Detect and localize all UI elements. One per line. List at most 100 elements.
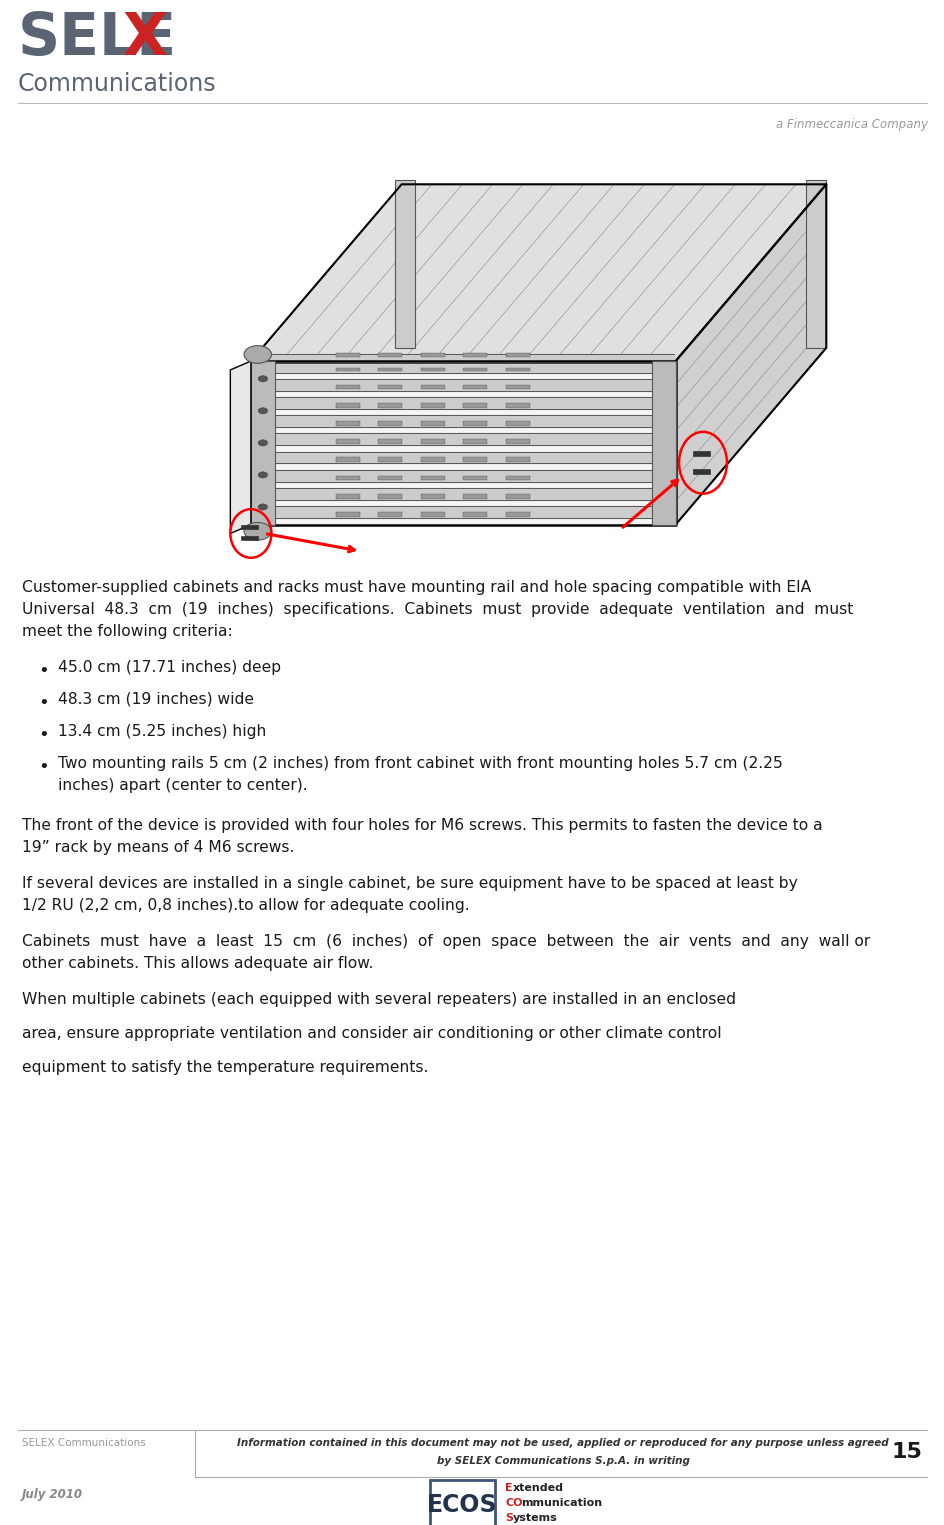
Text: •: • [38,758,49,776]
Text: When multiple cabinets (each equipped with several repeaters) are installed in a: When multiple cabinets (each equipped wi… [22,991,735,1006]
Text: area, ensure appropriate ventilation and consider air conditioning or other clim: area, ensure appropriate ventilation and… [22,1026,721,1042]
Bar [463,421,487,425]
Bar [241,525,258,529]
Bar [420,384,445,389]
Bar [335,384,360,389]
Bar [420,421,445,425]
Bar [420,476,445,480]
Bar [378,421,402,425]
Polygon shape [253,506,673,518]
Bar [463,403,487,407]
Bar [378,512,402,517]
Text: Universal  48.3  cm  (19  inches)  specifications.  Cabinets  must  provide  ade: Universal 48.3 cm (19 inches) specificat… [22,602,852,618]
Bar [378,354,402,357]
Bar [430,1479,495,1525]
Text: by SELEX Communications S.p.A. in writing: by SELEX Communications S.p.A. in writin… [436,1456,689,1466]
Bar [241,535,258,540]
Text: ystems: ystems [513,1513,557,1523]
Text: meet the following criteria:: meet the following criteria: [22,624,232,639]
Text: ECOS: ECOS [427,1493,497,1517]
Bar [251,361,275,525]
Bar [335,476,360,480]
Text: 13.4 cm (5.25 inches) high: 13.4 cm (5.25 inches) high [58,724,266,740]
Circle shape [258,439,267,445]
Text: Customer-supplied cabinets and racks must have mounting rail and hole spacing co: Customer-supplied cabinets and racks mus… [22,580,810,595]
Bar [805,180,825,348]
Text: •: • [38,694,49,712]
Text: Information contained in this document may not be used, applied or reproduced fo: Information contained in this document m… [237,1438,888,1449]
Bar [420,439,445,444]
Bar [335,421,360,425]
Bar [335,354,360,357]
Circle shape [244,523,271,540]
Text: 1/2 RU (2,2 cm, 0,8 inches).to allow for adequate cooling.: 1/2 RU (2,2 cm, 0,8 inches).to allow for… [22,898,469,913]
Text: E: E [504,1482,512,1493]
Bar [378,403,402,407]
Bar [505,368,530,371]
Bar [505,421,530,425]
Bar [335,512,360,517]
Text: •: • [38,726,49,744]
Bar [420,403,445,407]
Bar [335,439,360,444]
Bar [335,494,360,499]
Text: CO: CO [504,1498,522,1508]
Circle shape [244,346,271,363]
Bar [651,361,675,525]
Text: •: • [38,662,49,680]
Text: July 2010: July 2010 [22,1488,83,1501]
Polygon shape [253,433,673,445]
Bar [692,451,709,456]
Bar [505,403,530,407]
Bar [378,439,402,444]
Polygon shape [253,378,673,390]
Bar [505,512,530,517]
Text: Communications: Communications [18,72,216,96]
Bar [378,368,402,371]
Circle shape [258,407,267,413]
Bar [420,354,445,357]
Text: equipment to satisfy the temperature requirements.: equipment to satisfy the temperature req… [22,1060,428,1075]
Bar [420,368,445,371]
Bar [335,403,360,407]
Polygon shape [253,470,673,482]
Text: If several devices are installed in a single cabinet, be sure equipment have to : If several devices are installed in a si… [22,875,797,891]
Polygon shape [253,488,673,500]
Bar [395,180,414,348]
Bar [505,354,530,357]
Bar [505,439,530,444]
Bar [420,494,445,499]
Bar [463,439,487,444]
Text: The front of the device is provided with four holes for M6 screws. This permits : The front of the device is provided with… [22,817,822,833]
Text: 48.3 cm (19 inches) wide: 48.3 cm (19 inches) wide [58,692,254,708]
Circle shape [258,375,267,381]
Polygon shape [675,185,825,525]
Bar [463,384,487,389]
Polygon shape [253,354,673,363]
Bar [335,368,360,371]
Bar [378,494,402,499]
Bar [463,368,487,371]
Text: 15: 15 [890,1443,921,1462]
Bar [505,384,530,389]
Polygon shape [253,451,673,464]
Text: inches) apart (center to center).: inches) apart (center to center). [58,778,308,793]
Text: M6 screws: M6 screws [530,499,610,512]
Polygon shape [251,361,675,525]
Text: other cabinets. This allows adequate air flow.: other cabinets. This allows adequate air… [22,956,373,971]
Bar [463,354,487,357]
Text: S: S [504,1513,513,1523]
Polygon shape [251,185,825,361]
Bar [420,458,445,462]
Circle shape [258,503,267,509]
Text: X: X [123,11,168,67]
Bar [378,476,402,480]
Bar [378,384,402,389]
Bar [505,458,530,462]
Polygon shape [253,363,673,372]
Bar [335,458,360,462]
Text: Cabinets  must  have  a  least  15  cm  (6  inches)  of  open  space  between  t: Cabinets must have a least 15 cm (6 inch… [22,933,869,949]
Polygon shape [253,415,673,427]
Circle shape [258,471,267,477]
Text: 45.0 cm (17.71 inches) deep: 45.0 cm (17.71 inches) deep [58,660,280,676]
